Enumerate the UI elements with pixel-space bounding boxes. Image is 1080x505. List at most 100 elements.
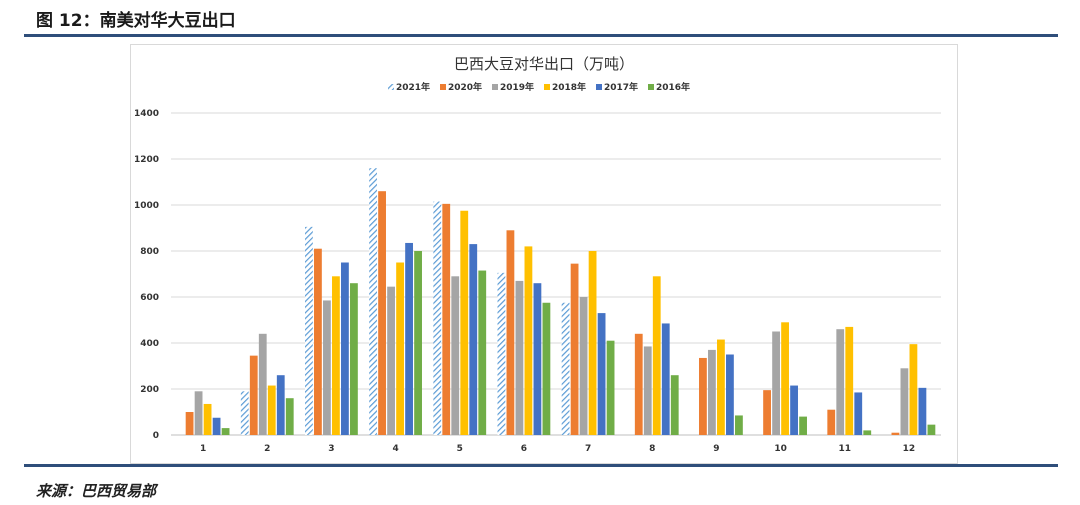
bar-2016年-2	[285, 398, 294, 435]
bar-2019年-9	[708, 349, 716, 435]
bar-2016年-3	[350, 283, 358, 435]
y-tick-label: 1000	[134, 201, 159, 211]
bar-2020年-10	[763, 390, 771, 435]
bar-2017年-9	[726, 354, 734, 435]
x-tick-label: 5	[457, 444, 463, 454]
bar-2018年-1	[203, 403, 212, 435]
bar-2018年-10	[781, 322, 789, 435]
legend-swatch-2018年	[544, 84, 550, 90]
bar-2017年-6	[533, 283, 542, 435]
bar-2018年-5	[460, 210, 469, 435]
x-tick-label: 1	[200, 444, 206, 454]
bar-2017年-1	[212, 417, 221, 435]
x-tick-label: 6	[521, 444, 527, 454]
bar-2016年-5	[478, 270, 487, 435]
y-tick-label: 1200	[134, 155, 159, 165]
bar-2019年-7	[579, 297, 588, 435]
legend-label: 2020年	[448, 81, 482, 93]
legend-label: 2021年	[396, 81, 430, 93]
bar-2017年-8	[661, 323, 670, 435]
bar-2020年-12	[891, 432, 900, 435]
bar-2021年-2	[240, 391, 249, 435]
x-tick-label: 2	[264, 444, 270, 454]
bar-2016年-12	[927, 424, 936, 435]
bar-2016年-11	[863, 430, 872, 435]
bar-2019年-4	[387, 286, 395, 435]
bar-2019年-10	[772, 331, 780, 435]
grid-lines	[171, 112, 941, 436]
bar-2020年-5	[442, 203, 451, 435]
bar-2021年-5	[433, 201, 442, 435]
bar-2018年-11	[845, 326, 854, 435]
x-axis: 1 2 3 4 5 6 7 8 9 10 11 12	[200, 444, 915, 454]
bar-2018年-12	[909, 344, 918, 435]
y-axis: 0 200 400 600 800 1000 1200 1400	[134, 109, 159, 441]
legend-swatch-2016年	[648, 84, 654, 90]
bar-2017年-7	[597, 313, 606, 435]
bar-2019年-12	[900, 368, 909, 435]
bar-2018年-8	[652, 276, 661, 435]
bar-2021年-4	[369, 168, 377, 435]
bar-2018年-6	[524, 246, 533, 435]
legend-swatch-2021年	[388, 84, 394, 90]
bar-2016年-6	[542, 302, 551, 435]
bar-2016年-10	[799, 416, 807, 435]
y-tick-label: 0	[153, 431, 159, 441]
bar-2018年-9	[717, 339, 725, 435]
bar-2019年-2	[258, 333, 267, 435]
bar-2017年-3	[341, 262, 349, 435]
bar-2021年-6	[497, 272, 506, 435]
bar-2016年-8	[670, 375, 679, 435]
x-tick-label: 3	[328, 444, 334, 454]
bar-2019年-11	[836, 329, 845, 435]
bar-2017年-12	[918, 387, 927, 435]
bar-chart: 巴西大豆对华出口（万吨） 2021年 2020年 2019年 2018年 2017年 20…	[134, 55, 941, 454]
x-tick-label: 7	[585, 444, 591, 454]
y-tick-label: 800	[140, 247, 159, 257]
bar-2016年-9	[735, 415, 743, 435]
legend-swatch-2020年	[440, 84, 446, 90]
chart-legend: 2021年 2020年 2019年 2018年 2017年 2016年	[388, 81, 690, 93]
legend-swatch-2019年	[492, 84, 498, 90]
x-tick-label: 11	[838, 444, 851, 454]
legend-label: 2019年	[500, 81, 534, 93]
x-tick-label: 4	[392, 444, 398, 454]
legend-swatch-2017年	[596, 84, 602, 90]
top-divider	[24, 34, 1058, 37]
bar-2019年-1	[194, 391, 203, 435]
bar-2019年-3	[323, 300, 331, 435]
chart-title: 巴西大豆对华出口（万吨）	[454, 55, 634, 73]
bar-2018年-3	[332, 276, 340, 435]
bar-2020年-7	[570, 263, 579, 435]
bar-2021年-3	[305, 226, 313, 435]
bar-2018年-7	[588, 251, 597, 435]
legend-label: 2016年	[656, 81, 690, 93]
bar-2018年-4	[396, 262, 404, 435]
bar-2017年-4	[405, 242, 413, 435]
bottom-divider	[24, 464, 1058, 467]
bar-2019年-5	[451, 276, 460, 435]
legend-label: 2017年	[604, 81, 638, 93]
x-tick-label: 9	[713, 444, 719, 454]
bar-2020年-9	[699, 357, 707, 435]
bar-2017年-5	[469, 244, 478, 435]
x-tick-label: 12	[903, 444, 916, 454]
bar-2020年-8	[634, 333, 643, 435]
chart-frame: 巴西大豆对华出口（万吨） 2021年 2020年 2019年 2018年 2017年 20…	[130, 44, 958, 464]
bar-2020年-3	[314, 248, 322, 435]
bars	[185, 168, 936, 435]
bar-2019年-8	[643, 346, 652, 435]
figure-title: 图 12：南美对华大豆出口	[36, 11, 236, 31]
x-tick-label: 10	[774, 444, 787, 454]
bar-2018年-2	[267, 385, 276, 435]
bar-2020年-6	[506, 230, 515, 435]
bar-2020年-4	[378, 191, 386, 435]
bar-2020年-1	[185, 412, 194, 435]
y-tick-label: 600	[140, 293, 159, 303]
y-tick-label: 200	[140, 385, 159, 395]
bar-2016年-4	[414, 251, 422, 435]
bar-2017年-2	[276, 375, 285, 435]
bar-2020年-2	[249, 355, 258, 435]
x-tick-label: 8	[649, 444, 655, 454]
y-tick-label: 1400	[134, 109, 159, 119]
